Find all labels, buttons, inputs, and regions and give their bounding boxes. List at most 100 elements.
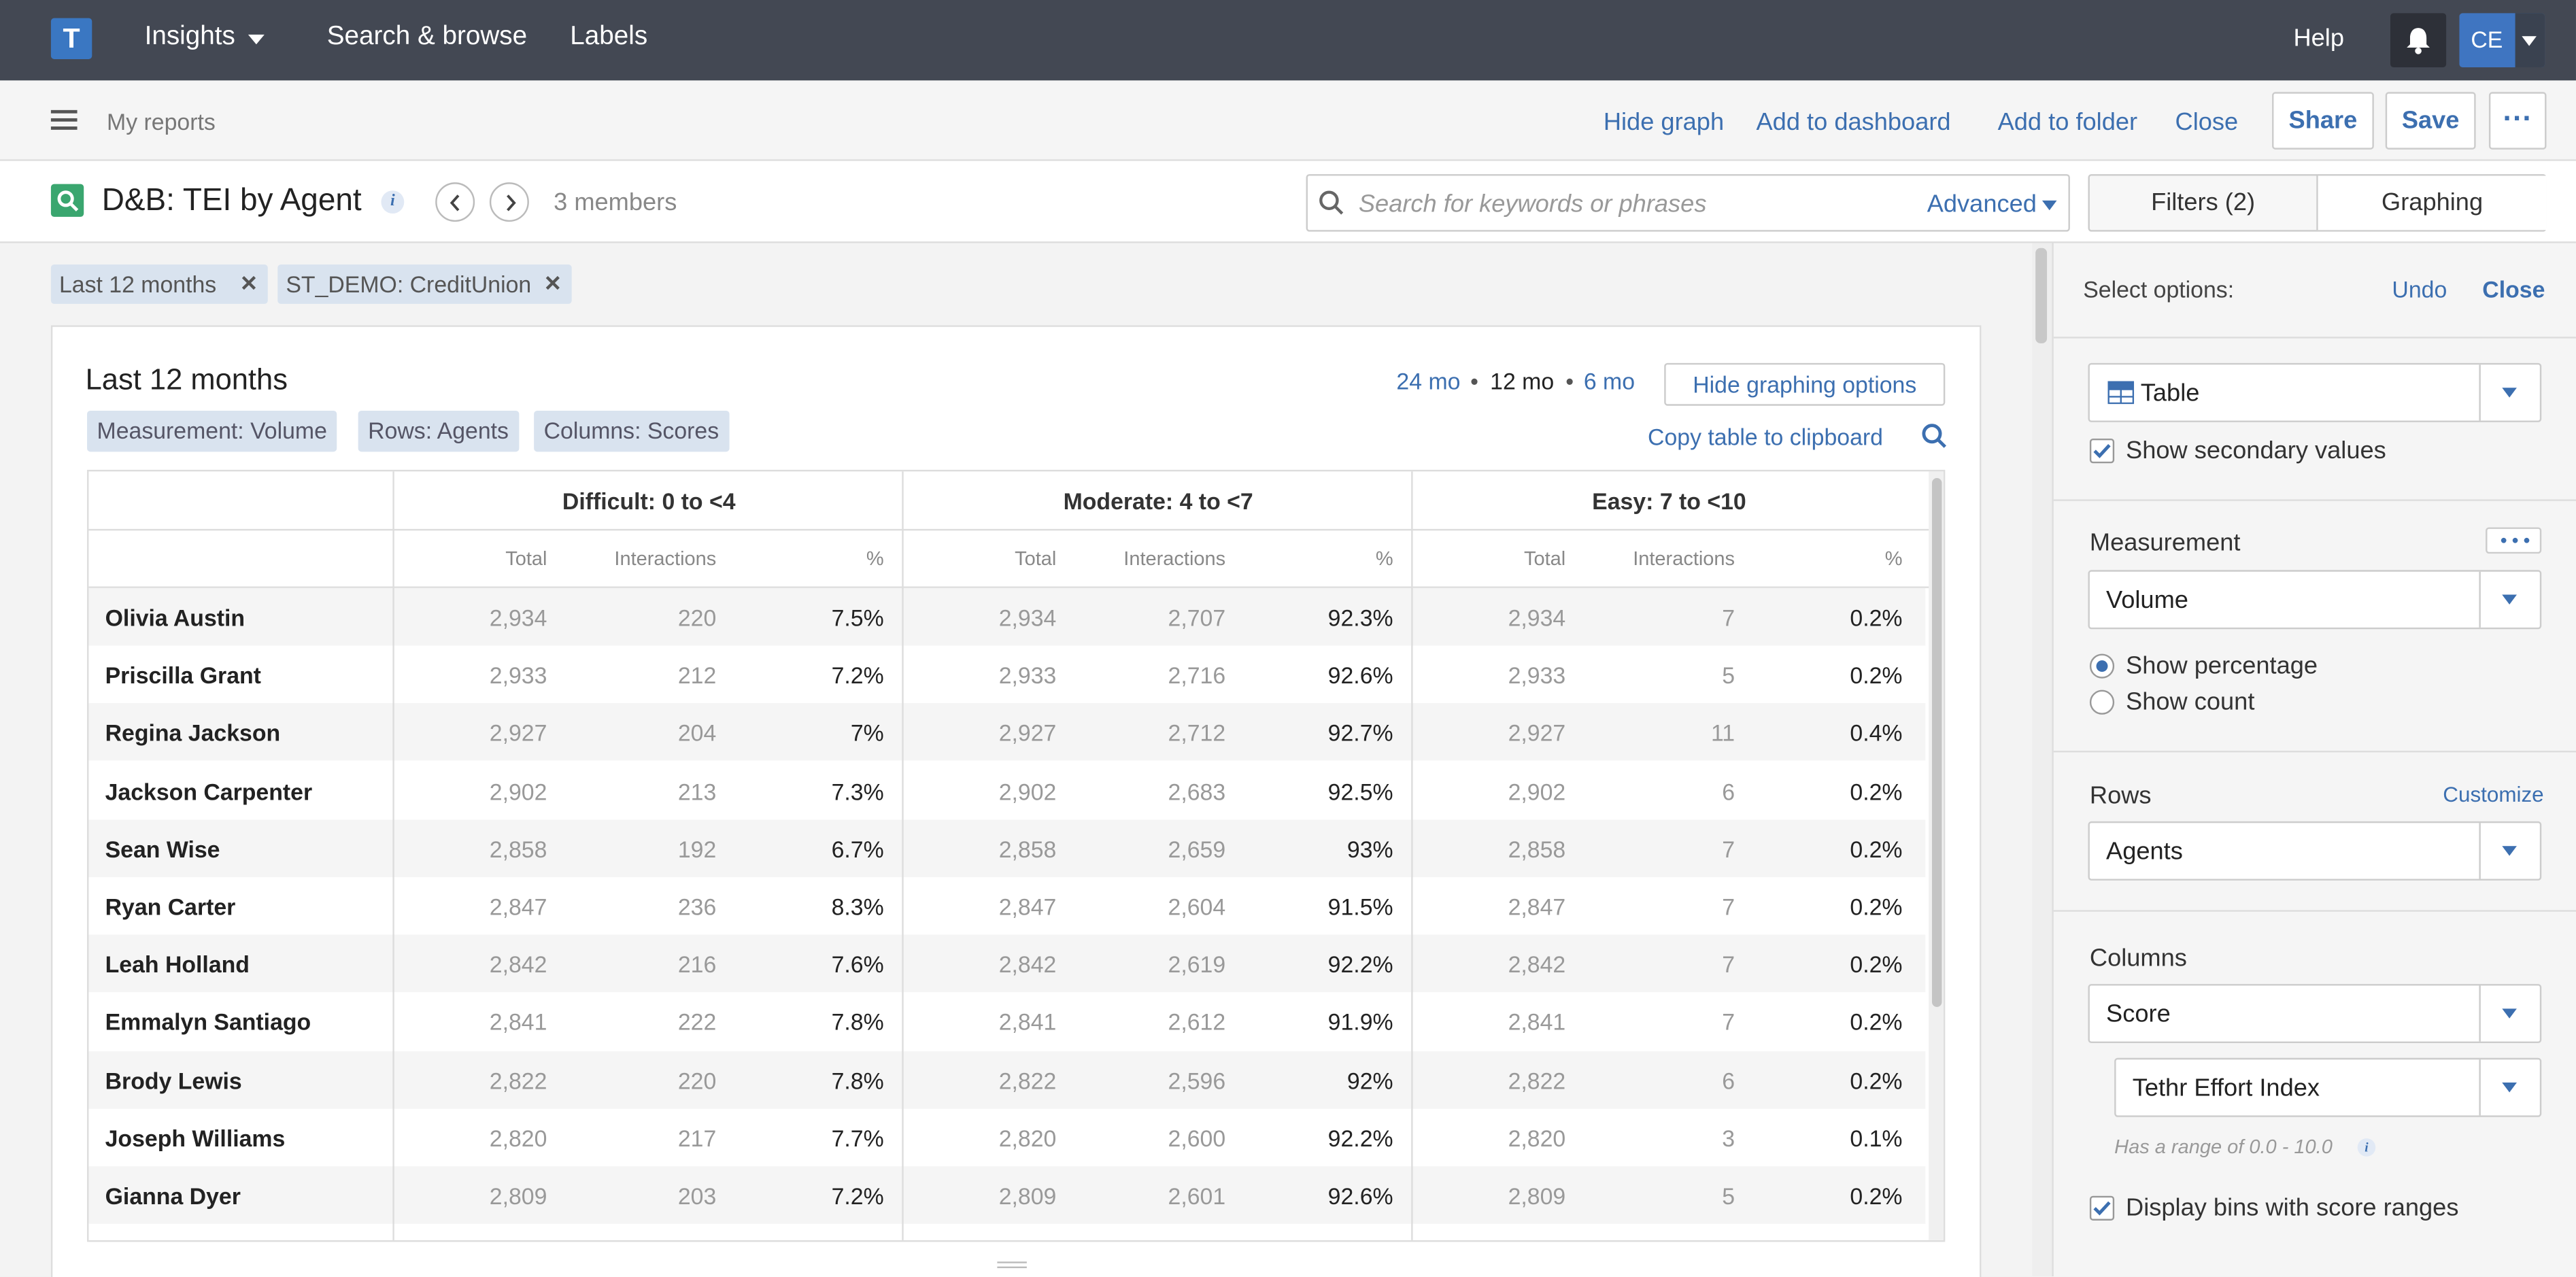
- share-button[interactable]: Share: [2272, 92, 2374, 150]
- advanced-search-toggle[interactable]: Advanced: [1927, 190, 2037, 219]
- rows-dropdown[interactable]: [2479, 823, 2539, 879]
- save-button[interactable]: Save: [2385, 92, 2476, 150]
- app-logo[interactable]: T: [50, 18, 92, 59]
- agent-name: Ryan Carter: [105, 893, 236, 920]
- show-count-radio[interactable]: [2089, 689, 2115, 715]
- table-cell-total: 2,858: [998, 836, 1057, 862]
- hide-graphing-options-button[interactable]: Hide graphing options: [1664, 362, 1946, 406]
- info-icon[interactable]: i: [381, 190, 405, 214]
- user-menu-dropdown[interactable]: [2515, 13, 2545, 68]
- info-icon[interactable]: i: [2357, 1138, 2376, 1157]
- keyword-search[interactable]: Search for keywords or phrases Advanced: [1306, 174, 2070, 232]
- table-cell-percent: 7.3%: [831, 778, 884, 804]
- table-cell-percent: 7%: [850, 720, 884, 747]
- resize-handle[interactable]: [997, 1261, 1027, 1271]
- copy-table-link[interactable]: Copy table to clipboard: [1648, 424, 1883, 450]
- rows-tag: Rows: Agents: [358, 410, 519, 452]
- column-header-percent: %: [1375, 547, 1393, 571]
- measurement-options-button[interactable]: [2486, 527, 2542, 554]
- table-cell-interactions: 217: [677, 1125, 717, 1151]
- undo-link[interactable]: Undo: [2392, 275, 2447, 303]
- measurement-select[interactable]: Volume: [2088, 570, 2542, 630]
- check-icon: [2093, 1201, 2111, 1216]
- nav-search-browse[interactable]: Search & browse: [326, 22, 528, 51]
- add-to-dashboard-link[interactable]: Add to dashboard: [1756, 108, 1951, 137]
- customize-link[interactable]: Customize: [2443, 781, 2544, 807]
- table-scrollbar[interactable]: [1929, 471, 1944, 1240]
- table-cell-interactions: 236: [677, 893, 717, 920]
- add-to-folder-link[interactable]: Add to folder: [1997, 108, 2138, 137]
- chevron-down-icon[interactable]: [248, 34, 265, 45]
- tab-filters[interactable]: Filters (2): [2090, 175, 2318, 231]
- remove-filter-icon[interactable]: ✕: [543, 271, 562, 296]
- search-icon[interactable]: [1920, 422, 1948, 450]
- close-link[interactable]: Close: [2175, 108, 2239, 137]
- table-cell-total: 2,820: [998, 1125, 1057, 1151]
- tab-graphing[interactable]: Graphing: [2318, 175, 2547, 231]
- search-icon: [1319, 190, 1344, 215]
- score-index-dropdown[interactable]: [2479, 1059, 2539, 1116]
- main-scrollbar[interactable]: [2032, 243, 2052, 1277]
- table-cell-percent: 7.5%: [831, 605, 884, 631]
- column-header-interactions: Interactions: [1633, 547, 1735, 571]
- chevron-down-icon: [2502, 1008, 2518, 1019]
- chart-type-value: Table: [2140, 379, 2200, 408]
- range-24mo[interactable]: 24 mo: [1396, 368, 1461, 394]
- table-cell-total: 2,934: [1508, 605, 1566, 631]
- report-title-bar: D&B: TEI by Agent i 3 members Search for…: [0, 160, 2576, 243]
- menu-icon[interactable]: [50, 109, 78, 135]
- notifications-button[interactable]: [2390, 13, 2447, 68]
- table-cell-interactions: 2,707: [1168, 605, 1226, 631]
- breadcrumb-my-reports[interactable]: My reports: [107, 108, 216, 135]
- column-group-difficult: Difficult: 0 to <4: [562, 488, 736, 515]
- filter-chip-label: ST_DEMO: CreditUnion: [286, 271, 532, 298]
- table-cell-percent: 0.2%: [1850, 778, 1903, 804]
- search-report-icon: [50, 184, 84, 217]
- remove-filter-icon[interactable]: ✕: [239, 271, 258, 296]
- chart-type-select[interactable]: Table: [2088, 362, 2542, 422]
- table-cell-total: 2,842: [998, 951, 1057, 978]
- measurement-dropdown[interactable]: [2479, 571, 2539, 628]
- chevron-down-icon[interactable]: [2041, 200, 2057, 211]
- table-cell-percent: 91.5%: [1327, 893, 1393, 920]
- previous-button[interactable]: [435, 182, 475, 222]
- table-cell-percent: 0.2%: [1850, 1009, 1903, 1036]
- more-options-button[interactable]: ···: [2488, 92, 2547, 150]
- columns-select[interactable]: Score: [2088, 984, 2542, 1044]
- range-12mo[interactable]: 12 mo: [1490, 368, 1555, 394]
- table-cell-interactions: 2,683: [1168, 778, 1226, 804]
- table-row: Leah Holland 2,842 216 7.6% 2,842 2,619 92.2% 2…: [88, 935, 1926, 993]
- table-cell-interactions: 2,612: [1168, 1009, 1226, 1036]
- range-6mo[interactable]: 6 mo: [1583, 368, 1636, 394]
- rows-label: Rows: [2089, 781, 2152, 810]
- columns-dropdown[interactable]: [2479, 985, 2539, 1042]
- help-link[interactable]: Help: [2293, 24, 2345, 53]
- nav-labels[interactable]: Labels: [570, 22, 648, 51]
- close-panel-link[interactable]: Close: [2482, 275, 2545, 303]
- table-cell-total: 2,842: [1508, 951, 1566, 978]
- table-cell-percent: 92.3%: [1327, 605, 1393, 631]
- table-cell-total: 2,822: [998, 1067, 1057, 1093]
- chart-type-dropdown[interactable]: [2479, 364, 2539, 421]
- search-input[interactable]: Search for keywords or phrases: [1358, 190, 1707, 219]
- show-percentage-radio[interactable]: [2089, 653, 2115, 679]
- table-cell-total: 2,822: [1508, 1067, 1566, 1093]
- table-cell-total: 2,902: [998, 778, 1057, 804]
- filter-chip: ST_DEMO: CreditUnion ✕: [277, 264, 572, 304]
- table-cell-total: 2,847: [998, 893, 1057, 920]
- table-cell-total: 2,820: [489, 1125, 547, 1151]
- show-secondary-checkbox[interactable]: [2089, 439, 2115, 464]
- next-button[interactable]: [489, 182, 529, 222]
- display-bins-checkbox[interactable]: [2089, 1195, 2115, 1221]
- user-menu[interactable]: CE: [2459, 13, 2545, 68]
- table-cell-total: 2,820: [1508, 1125, 1566, 1151]
- rows-select[interactable]: Agents: [2088, 821, 2542, 881]
- table-cell-percent: 7.2%: [831, 1182, 884, 1210]
- members-count[interactable]: 3 members: [554, 188, 677, 217]
- score-index-select[interactable]: Tethr Effort Index: [2114, 1057, 2542, 1117]
- table-cell-interactions: 7: [1722, 836, 1735, 862]
- hide-graph-link[interactable]: Hide graph: [1603, 108, 1725, 137]
- nav-insights[interactable]: Insights: [144, 22, 235, 51]
- table-cell-total: 2,902: [1508, 778, 1566, 804]
- column-header-interactions: Interactions: [1123, 547, 1226, 571]
